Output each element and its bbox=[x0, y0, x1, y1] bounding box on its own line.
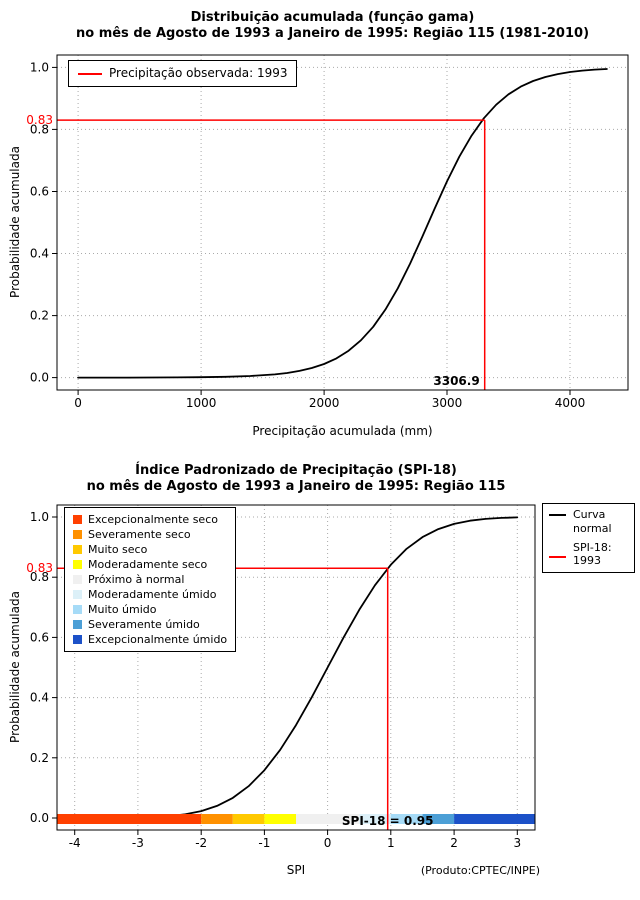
spi-category-legend-item: Excepcionalmente úmido bbox=[73, 633, 227, 646]
category-swatch-icon bbox=[73, 530, 82, 539]
spi-category-legend-item: Excepcionalmente seco bbox=[73, 513, 227, 526]
marker-value-label: 3306.9 bbox=[433, 374, 479, 388]
chart1-title-line2: no mês de Agosto de 1993 a Janeiro de 19… bbox=[75, 26, 590, 41]
category-swatch-icon bbox=[73, 605, 82, 614]
spi-category-legend-item: Muito úmido bbox=[73, 603, 227, 616]
spi-category-legend-item: Moderadamente úmido bbox=[73, 588, 227, 601]
legend-label: SPI-18: 1993 bbox=[573, 540, 612, 568]
chart-spi-cdf: Índice Padronizado de Precipitação (SPI-… bbox=[0, 455, 640, 900]
spi-category-legend-item: Severamente úmido bbox=[73, 618, 227, 631]
x-tick-label: 0 bbox=[324, 836, 332, 850]
spi-category-band bbox=[232, 814, 265, 824]
chart2-title: Índice Padronizado de Precipitação (SPI-… bbox=[37, 463, 555, 495]
chart2-title-line1: Índice Padronizado de Precipitação (SPI-… bbox=[135, 463, 457, 478]
marker-probability-label: 0.83 bbox=[26, 113, 53, 127]
product-credit: (Produto:CPTEC/INPE) bbox=[420, 864, 540, 877]
category-label: Moderadamente seco bbox=[88, 558, 208, 571]
category-label: Severamente seco bbox=[88, 528, 191, 541]
chart1-title: Distribuição acumulada (função gama) no … bbox=[37, 10, 628, 42]
legend-item: Curva normal bbox=[549, 508, 628, 536]
x-tick-label: 1000 bbox=[186, 396, 217, 410]
plot-border bbox=[56, 504, 536, 831]
legend-line-sample-icon bbox=[549, 556, 566, 559]
y-tick-label: 0.6 bbox=[30, 185, 49, 199]
spi-category-legend-item: Severamente seco bbox=[73, 528, 227, 541]
y-tick-label: 0.4 bbox=[30, 691, 49, 705]
y-tick-label: 1.0 bbox=[30, 60, 49, 74]
spi-category-band bbox=[359, 814, 391, 824]
category-swatch-icon bbox=[73, 620, 82, 629]
x-tick-label: 0 bbox=[74, 396, 82, 410]
spi-category-band bbox=[296, 814, 360, 824]
spi-category-band bbox=[264, 814, 296, 824]
chart2-title-line2: no mês de Agosto de 1993 a Janeiro de 19… bbox=[86, 479, 506, 494]
chart2-x-axis-title: SPI bbox=[286, 863, 306, 877]
category-swatch-icon bbox=[73, 575, 82, 584]
x-tick-label: -3 bbox=[132, 836, 144, 850]
legend-label: Curva normal bbox=[573, 508, 612, 535]
x-tick-label: -1 bbox=[258, 836, 270, 850]
category-swatch-icon bbox=[73, 560, 82, 569]
x-tick-label: 3000 bbox=[432, 396, 463, 410]
spi-category-band bbox=[390, 814, 423, 824]
category-label: Excepcionalmente seco bbox=[88, 513, 218, 526]
chart1-legend: Precipitação observada: 1993 bbox=[68, 60, 298, 87]
x-tick-label: 4000 bbox=[555, 396, 586, 410]
legend-item: SPI-18: 1993 bbox=[549, 541, 628, 569]
x-tick-label: -4 bbox=[69, 836, 81, 850]
plot-border bbox=[56, 54, 629, 391]
x-tick-label: 3 bbox=[513, 836, 521, 850]
x-tick-label: 2000 bbox=[309, 396, 340, 410]
marker-probability-label: 0.83 bbox=[26, 561, 53, 575]
category-label: Muito seco bbox=[88, 543, 148, 556]
spi-category-band bbox=[422, 814, 455, 824]
spi-category-legend-item: Próximo à normal bbox=[73, 573, 227, 586]
y-tick-label: 0.4 bbox=[30, 247, 49, 261]
y-tick-label: 0.2 bbox=[30, 751, 49, 765]
category-label: Excepcionalmente úmido bbox=[88, 633, 228, 646]
category-label: Moderadamente úmido bbox=[88, 588, 217, 601]
spi-category-band bbox=[57, 814, 202, 824]
legend-label: Precipitação observada: 1993 bbox=[109, 66, 288, 80]
gamma-cdf-plot: 0 1000 2000 3000 4000 0.0 0.2 0.4 0.6 0.8 1.0 0.83 3… bbox=[26, 54, 629, 410]
category-swatch-icon bbox=[73, 590, 82, 599]
spi-cdf-plot: -4 -3 -2 -1 0 1 2 3 0.0 0.2 0.4 0.6 0.8 1.0 0.83 SPI-18… bbox=[26, 504, 536, 850]
x-tick-label: -2 bbox=[195, 836, 207, 850]
spi-category-band bbox=[201, 814, 233, 824]
legend-line-sample-icon bbox=[549, 514, 566, 516]
x-tick-label: 1 bbox=[387, 836, 395, 850]
chart-gamma-cdf: Distribuição acumulada (função gama) no … bbox=[8, 10, 629, 438]
x-tick-label: 2 bbox=[450, 836, 458, 850]
y-tick-label: 0.6 bbox=[30, 630, 49, 644]
category-swatch-icon bbox=[73, 545, 82, 554]
legend-line-sample-icon bbox=[78, 72, 102, 75]
legend-item: Precipitação observada: 1993 bbox=[78, 66, 287, 81]
category-swatch-icon bbox=[73, 635, 82, 644]
category-label: Muito úmido bbox=[88, 603, 157, 616]
y-tick-label: 0.0 bbox=[30, 811, 49, 825]
spi-category-legend-item: Muito seco bbox=[73, 543, 227, 556]
spi-category-legend: Excepcionalmente seco Severamente seco Mui… bbox=[64, 507, 237, 652]
category-label: Severamente úmido bbox=[88, 618, 200, 631]
chart1-title-line1: Distribuição acumulada (função gama) bbox=[190, 10, 475, 25]
y-tick-label: 0.0 bbox=[30, 371, 49, 385]
chart1-x-axis-title: Precipitação acumulada (mm) bbox=[252, 424, 433, 438]
category-label: Próximo à normal bbox=[88, 573, 185, 586]
y-tick-label: 0.8 bbox=[30, 570, 49, 584]
spi-category-band bbox=[454, 814, 535, 824]
chart2-line-legend: Curva normal SPI-18: 1993 bbox=[542, 503, 635, 573]
category-swatch-icon bbox=[73, 515, 82, 524]
marker-value-label: SPI-18 = 0.95 bbox=[342, 814, 434, 828]
y-tick-label: 1.0 bbox=[30, 510, 49, 524]
spi-category-legend-item: Moderadamente seco bbox=[73, 558, 227, 571]
y-tick-label: 0.2 bbox=[30, 309, 49, 323]
y-tick-label: 0.8 bbox=[30, 122, 49, 136]
cdf-curve bbox=[77, 68, 608, 379]
